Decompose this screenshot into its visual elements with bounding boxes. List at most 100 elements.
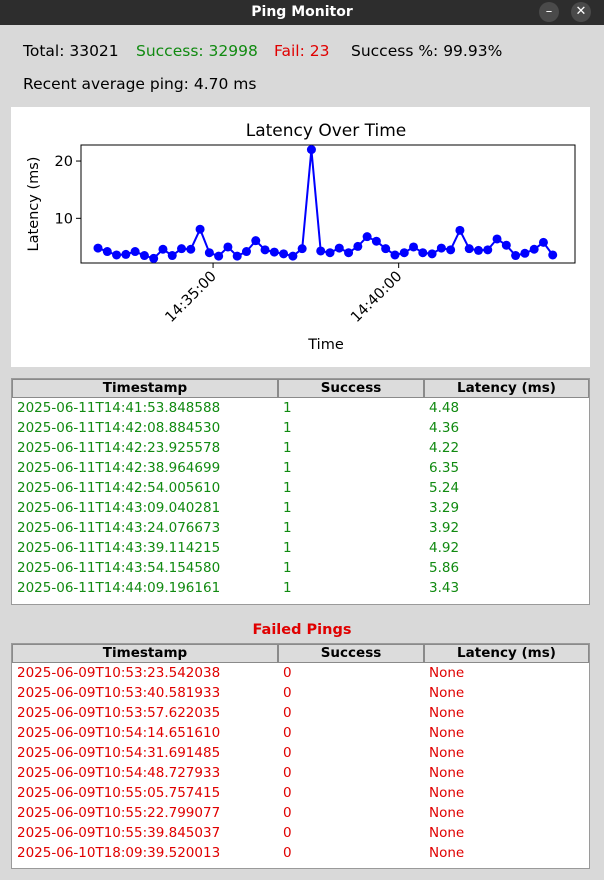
chart-x-label: Time [307,337,344,353]
column-header-latency[interactable]: Latency (ms) [424,379,589,398]
chart-plot-area [80,144,576,264]
cell-latency: 6.35 [429,460,460,476]
cell-success: 0 [283,765,292,781]
recent-pings-table: Timestamp Success Latency (ms) 2025-06-1… [11,378,590,605]
data-point [455,225,465,235]
cell-success: 1 [283,580,292,596]
column-header-timestamp[interactable]: Timestamp [12,644,278,663]
table-row[interactable]: 2025-06-11T14:41:53.848588 1 4.48 [12,398,589,418]
cell-timestamp: 2025-06-09T10:54:31.691485 [17,745,221,761]
table-row[interactable]: 2025-06-11T14:42:08.884530 1 4.36 [12,418,589,438]
cell-timestamp: 2025-06-11T14:43:09.040281 [17,500,221,516]
table-row[interactable]: 2025-06-11T14:42:38.964699 1 6.35 [12,458,589,478]
close-button[interactable]: ✕ [571,2,591,22]
cell-timestamp: 2025-06-11T14:42:54.005610 [17,480,221,496]
data-point [409,242,419,252]
column-header-success[interactable]: Success [278,379,424,398]
cell-success: 0 [283,845,292,861]
data-point [362,232,372,242]
table-row[interactable]: 2025-06-11T14:44:09.196161 1 3.43 [12,578,589,598]
data-point [446,245,456,255]
cell-success: 1 [283,500,292,516]
data-point [492,234,502,244]
latency-chart-panel: Latency Over Time Latency (ms) Time 10 20… [11,107,590,367]
cell-latency: 3.92 [429,520,460,536]
minimize-button[interactable]: – [539,2,559,22]
total-count: Total: 33021 [23,42,119,60]
cell-success: 1 [283,540,292,556]
cell-latency: None [429,665,465,681]
data-point [334,243,344,253]
data-point [269,247,279,257]
table-row[interactable]: 2025-06-11T14:42:23.925578 1 4.22 [12,438,589,458]
data-point [436,243,446,253]
cell-timestamp: 2025-06-09T10:53:23.542038 [17,665,221,681]
data-point [344,248,354,258]
data-point [288,251,298,261]
cell-latency: None [429,705,465,721]
table-row[interactable]: 2025-06-11T14:43:54.154580 1 5.86 [12,558,589,578]
data-point [241,247,251,257]
window-title: Ping Monitor [251,4,353,20]
table-row[interactable]: 2025-06-10T18:09:39.520013 0 None [12,843,589,863]
data-point [93,243,103,253]
title-bar[interactable]: Ping Monitor – ✕ [0,0,604,25]
data-point [548,250,558,260]
table-row[interactable]: 2025-06-09T10:55:22.799077 0 None [12,803,589,823]
average-ping: Recent average ping: 4.70 ms [23,75,257,93]
failed-pings-table: Timestamp Success Latency (ms) 2025-06-0… [11,643,590,869]
success-percent: Success %: 99.93% [351,42,503,60]
data-point [297,244,307,254]
data-point [102,247,112,257]
cell-success: 0 [283,725,292,741]
y-tick-label: 10 [55,211,73,227]
table-row[interactable]: 2025-06-09T10:54:48.727933 0 None [12,763,589,783]
cell-latency: None [429,725,465,741]
cell-latency: None [429,825,465,841]
column-header-success[interactable]: Success [278,644,424,663]
table-row[interactable]: 2025-06-09T10:53:57.622035 0 None [12,703,589,723]
data-point [501,240,511,250]
column-header-latency[interactable]: Latency (ms) [424,644,589,663]
table-row[interactable]: 2025-06-09T10:53:23.542038 0 None [12,663,589,683]
cell-latency: 4.36 [429,420,460,436]
data-point [381,244,391,254]
data-point [195,224,205,234]
cell-success: 0 [283,705,292,721]
table-row[interactable]: 2025-06-11T14:43:24.076673 1 3.92 [12,518,589,538]
data-point [325,248,335,258]
cell-timestamp: 2025-06-09T10:54:48.727933 [17,765,221,781]
cell-timestamp: 2025-06-11T14:43:24.076673 [17,520,221,536]
data-point [306,145,316,155]
cell-success: 1 [283,480,292,496]
cell-timestamp: 2025-06-10T18:09:39.520013 [17,845,221,861]
data-point [204,248,214,258]
data-point [353,241,363,251]
table-row[interactable]: 2025-06-11T14:42:54.005610 1 5.24 [12,478,589,498]
cell-timestamp: 2025-06-09T10:55:22.799077 [17,805,221,821]
cell-timestamp: 2025-06-11T14:41:53.848588 [17,400,221,416]
table-row[interactable]: 2025-06-09T10:55:39.845037 0 None [12,823,589,843]
cell-success: 0 [283,825,292,841]
cell-success: 0 [283,665,292,681]
cell-latency: 5.24 [429,480,460,496]
cell-success: 1 [283,420,292,436]
data-point [177,244,187,254]
table-row[interactable]: 2025-06-09T10:54:31.691485 0 None [12,743,589,763]
table-row[interactable]: 2025-06-09T10:55:05.757415 0 None [12,783,589,803]
data-point [520,248,530,258]
data-point [316,246,326,256]
table-row[interactable]: 2025-06-11T14:43:09.040281 1 3.29 [12,498,589,518]
cell-timestamp: 2025-06-09T10:53:40.581933 [17,685,221,701]
cell-latency: 4.48 [429,400,460,416]
column-header-timestamp[interactable]: Timestamp [12,379,278,398]
data-point [511,251,521,261]
table-row[interactable]: 2025-06-09T10:53:40.581933 0 None [12,683,589,703]
cell-success: 0 [283,745,292,761]
cell-latency: 3.29 [429,500,460,516]
table-row[interactable]: 2025-06-11T14:43:39.114215 1 4.92 [12,538,589,558]
cell-success: 0 [283,785,292,801]
table-row[interactable]: 2025-06-09T10:54:14.651610 0 None [12,723,589,743]
data-point [214,251,224,261]
